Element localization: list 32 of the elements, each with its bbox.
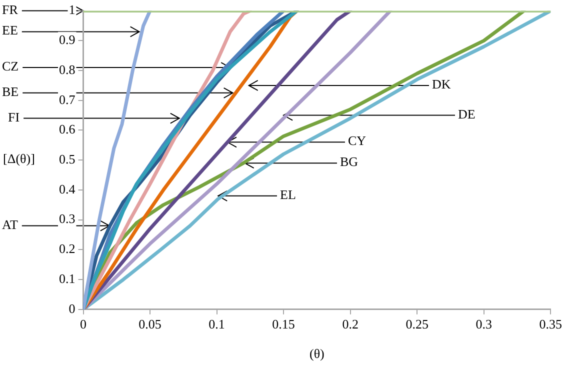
annotation: BE xyxy=(2,84,19,99)
y-tick-label: 0.8 xyxy=(59,62,76,77)
x-tick-label: 0.1 xyxy=(208,316,225,332)
annotation: CZ xyxy=(2,58,19,74)
x-tick-label: 0.2 xyxy=(342,316,358,332)
y-tick-label: 0.9 xyxy=(59,32,76,48)
x-tick-label: 0 xyxy=(80,316,86,332)
y-axis-title: [Δ(θ)] xyxy=(3,151,35,166)
annotation: DK xyxy=(432,76,452,92)
annotation: DE xyxy=(458,106,476,122)
y-tick-label: 0.6 xyxy=(59,122,76,137)
x-tick-label: 0.3 xyxy=(476,316,492,332)
y-tick-label: 1 xyxy=(68,2,76,18)
y-tick-label: 0.3 xyxy=(59,211,76,226)
x-tick-label: 0.05 xyxy=(138,316,162,332)
x-axis-title: (θ) xyxy=(309,346,324,361)
y-tick-label: 0.2 xyxy=(59,241,76,256)
annotation: EL xyxy=(280,186,296,202)
annotation: AT xyxy=(2,216,18,232)
y-tick-label: 0.4 xyxy=(59,181,76,196)
x-tick-label: 0.15 xyxy=(272,316,295,332)
annotation: EE xyxy=(2,22,18,38)
y-tick-label: 0.1 xyxy=(59,270,76,286)
annotation: BG xyxy=(340,154,358,170)
annotation: FI xyxy=(8,109,20,124)
y-tick-label: 0.7 xyxy=(59,92,76,107)
x-tick-label: 0.35 xyxy=(539,316,562,332)
y-tick-label: 0 xyxy=(68,300,76,316)
x-tick-label: 0.25 xyxy=(406,316,428,332)
annotation: CY xyxy=(348,133,367,148)
annotation: FR xyxy=(2,2,18,17)
y-tick-label: 0.5 xyxy=(59,152,76,167)
